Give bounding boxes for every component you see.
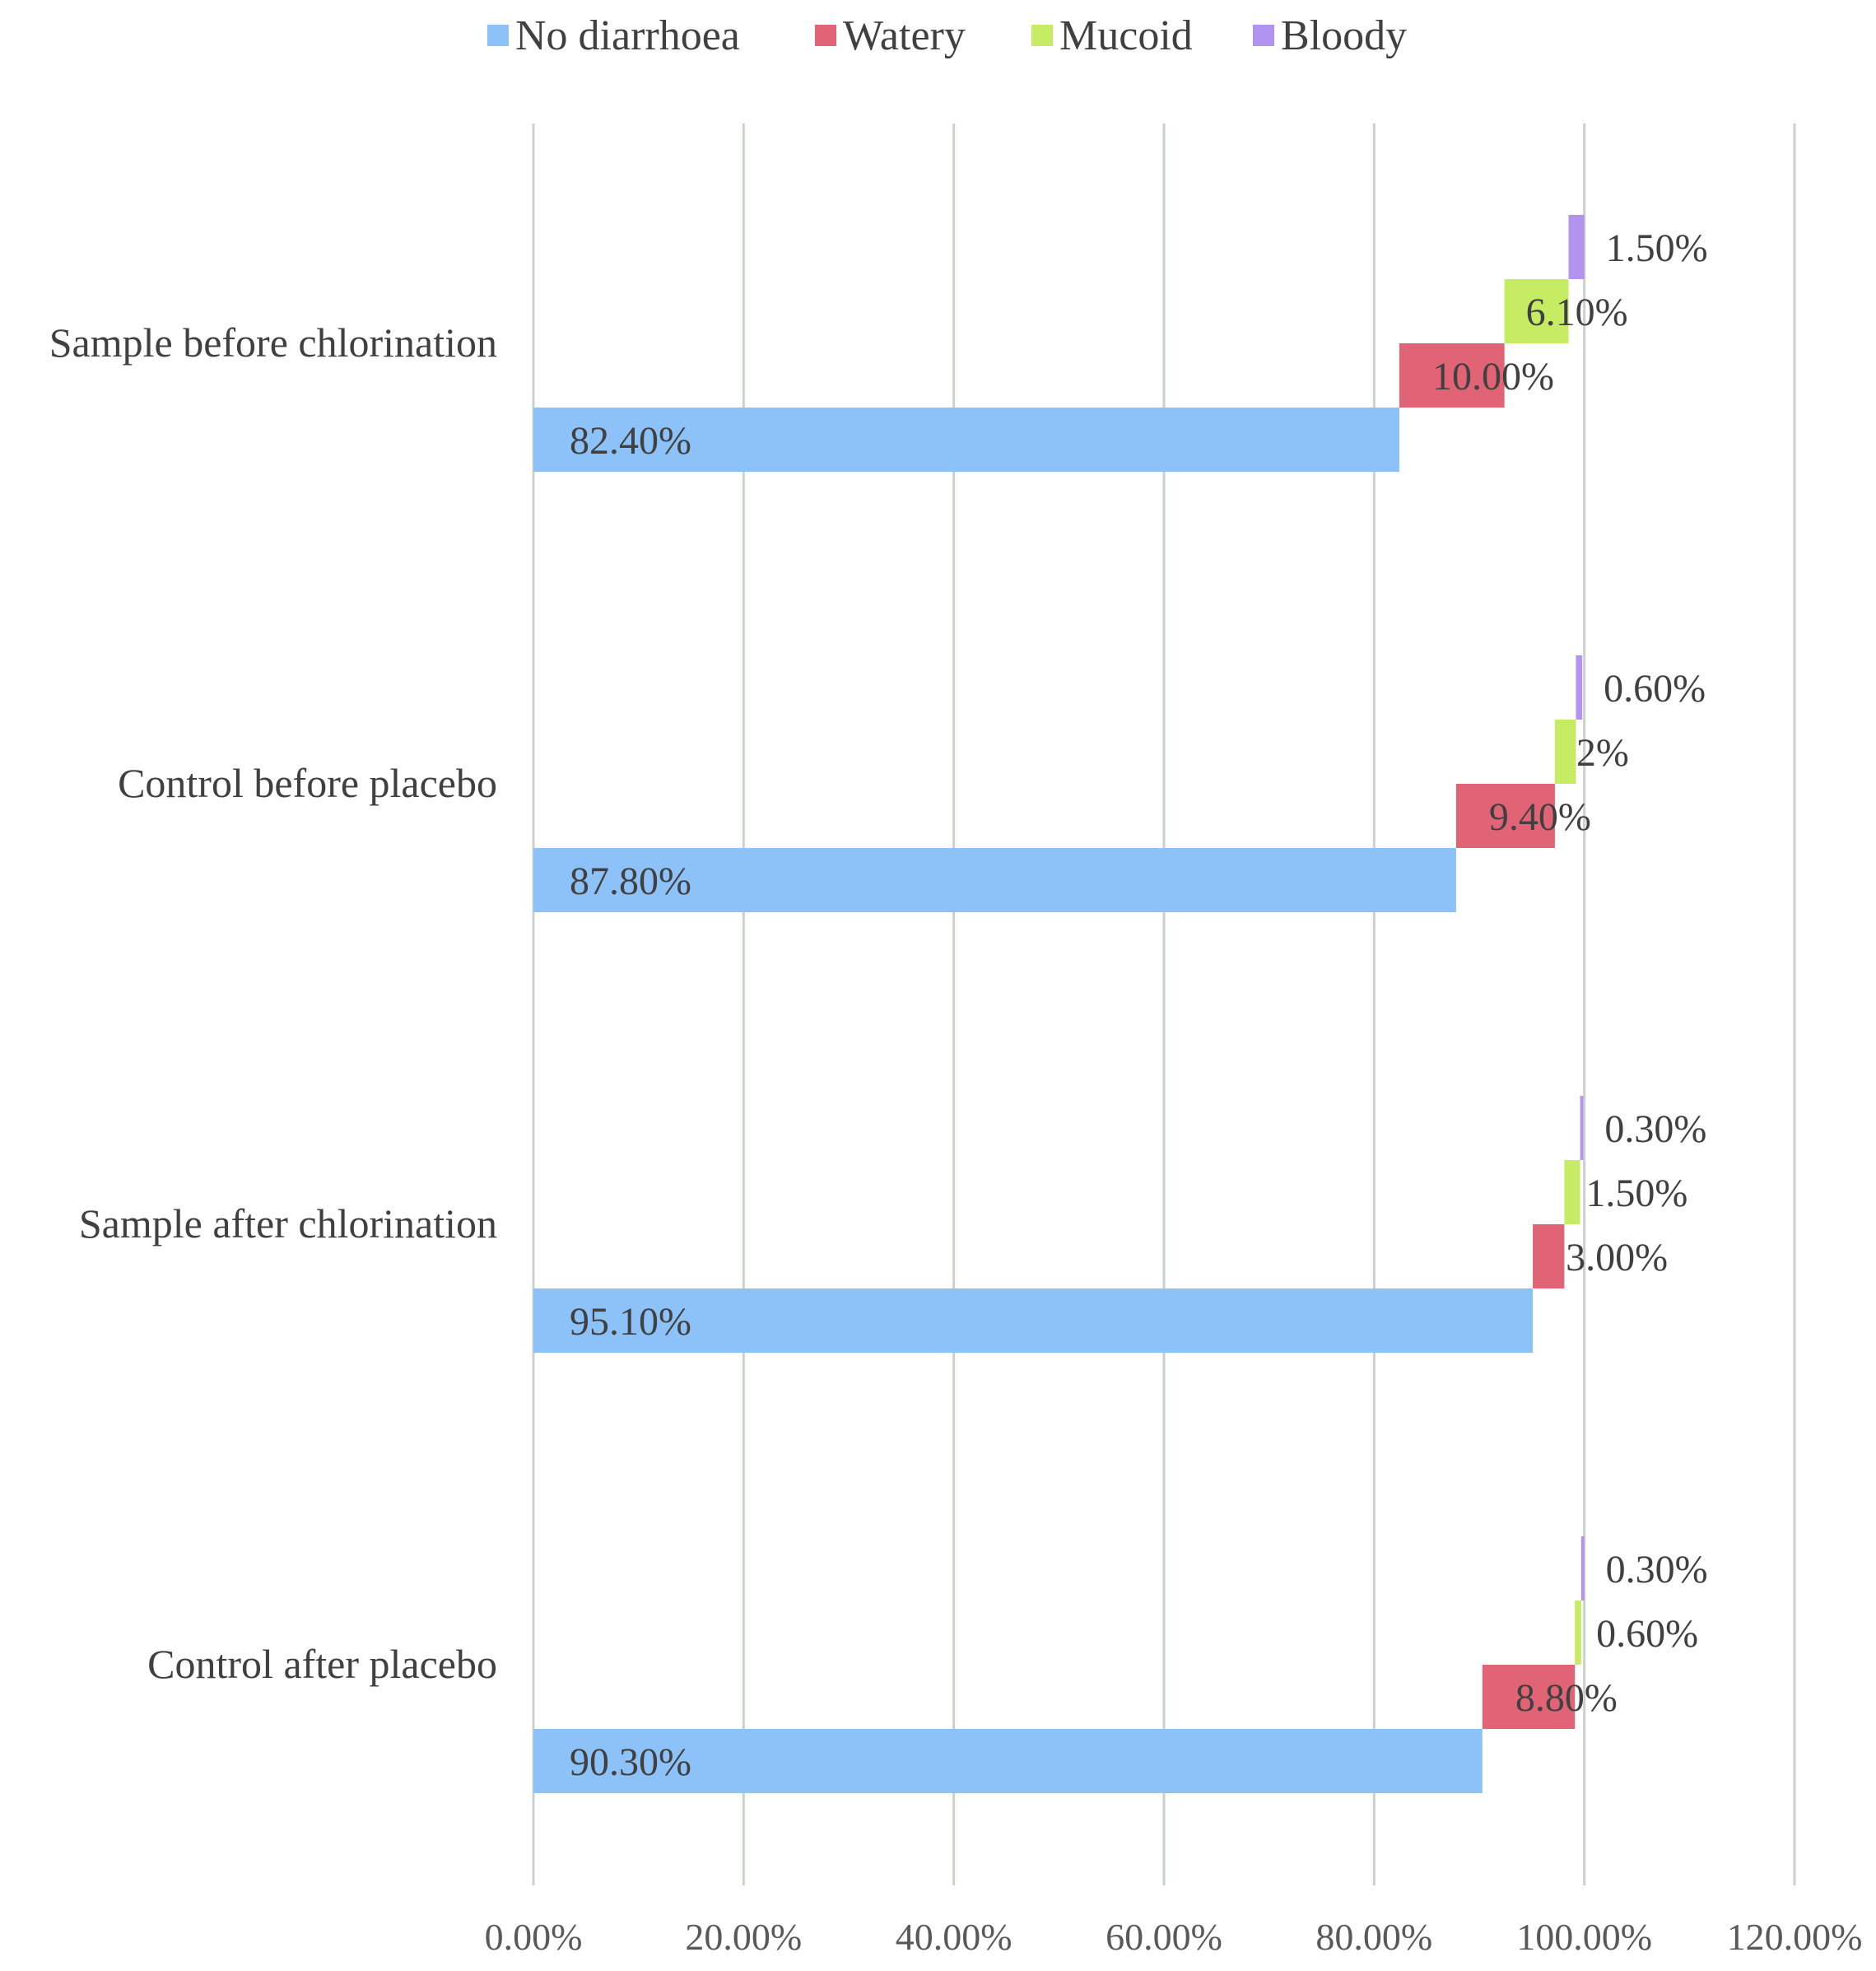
bar-no-diarrhoea-control-after-placebo [533, 1729, 1483, 1793]
category-label-sample-before-chlorination: Sample before chlorination [49, 319, 497, 366]
bar-mucoid-control-after-placebo [1575, 1601, 1581, 1665]
bars [533, 215, 1585, 1793]
data-label-bloody-sample-before-chlorination: 1.50% [1606, 226, 1708, 270]
bar-mucoid-sample-before-chlorination [1504, 279, 1569, 343]
legend-swatch-watery [815, 25, 836, 46]
data-label-bloody-sample-after-chlorination: 0.30% [1604, 1107, 1706, 1151]
legend-swatch-bloody [1253, 25, 1274, 46]
bar-bloody-sample-before-chlorination [1568, 215, 1585, 279]
x-tick-label: 80.00% [1315, 1916, 1432, 1958]
x-tick-label: 20.00% [685, 1916, 802, 1958]
bar-no-diarrhoea-sample-after-chlorination [533, 1288, 1534, 1353]
bar-no-diarrhoea-control-before-placebo [533, 848, 1456, 912]
x-tick-label: 100.00% [1516, 1916, 1652, 1958]
data-label-no-diarrhoea-sample-after-chlorination: 95.10% [570, 1300, 691, 1344]
category-axis: Sample before chlorination Control before… [49, 319, 497, 1687]
data-labels: 82.40% 10.00% 6.10% 1.50% 87.80% 9.40% 2% 0.60%… [570, 226, 1708, 1784]
data-label-watery-sample-after-chlorination: 3.00% [1566, 1236, 1668, 1279]
x-tick-label: 0.00% [485, 1916, 583, 1958]
data-label-mucoid-control-after-placebo: 0.60% [1596, 1612, 1698, 1656]
bar-bloody-sample-after-chlorination [1580, 1096, 1584, 1160]
category-label-sample-after-chlorination: Sample after chlorination [79, 1200, 497, 1246]
data-label-mucoid-control-before-placebo: 2% [1576, 731, 1629, 775]
bar-mucoid-control-before-placebo [1554, 720, 1576, 784]
x-axis: 0.00% 20.00% 40.00% 60.00% 80.00% 100.00% 120.… [485, 1916, 1863, 1958]
x-tick-label: 40.00% [896, 1916, 1012, 1958]
bar-bloody-control-before-placebo [1576, 655, 1583, 720]
legend-swatch-no-diarrhoea [487, 25, 509, 46]
bar-watery-sample-after-chlorination [1533, 1224, 1565, 1288]
data-label-watery-control-after-placebo: 8.80% [1515, 1676, 1618, 1720]
x-tick-label: 60.00% [1106, 1916, 1222, 1958]
data-label-watery-sample-before-chlorination: 10.00% [1432, 355, 1554, 398]
data-label-no-diarrhoea-control-before-placebo: 87.80% [570, 860, 691, 903]
legend-label-bloody: Bloody [1281, 12, 1407, 59]
legend-label-no-diarrhoea: No diarrhoea [515, 12, 740, 59]
data-label-mucoid-sample-after-chlorination: 1.50% [1585, 1172, 1687, 1215]
x-tick-label: 120.00% [1727, 1916, 1863, 1958]
bar-watery-sample-before-chlorination [1399, 343, 1505, 408]
bar-bloody-control-after-placebo [1580, 1536, 1585, 1601]
bar-watery-control-after-placebo [1482, 1665, 1576, 1729]
data-label-watery-control-before-placebo: 9.40% [1489, 795, 1591, 839]
category-label-control-after-placebo: Control after placebo [147, 1641, 497, 1687]
data-label-no-diarrhoea-sample-before-chlorination: 82.40% [570, 419, 691, 463]
legend-swatch-mucoid [1031, 25, 1053, 46]
legend-label-mucoid: Mucoid [1059, 12, 1193, 59]
bar-no-diarrhoea-sample-before-chlorination [533, 408, 1399, 472]
legend: No diarrhoea Watery Mucoid Bloody [487, 12, 1407, 59]
data-label-bloody-control-before-placebo: 0.60% [1604, 667, 1706, 711]
legend-label-watery: Watery [843, 12, 966, 59]
data-label-bloody-control-after-placebo: 0.30% [1606, 1548, 1708, 1591]
bar-watery-control-before-placebo [1455, 784, 1555, 848]
data-label-mucoid-sample-before-chlorination: 6.10% [1526, 291, 1628, 334]
bar-mucoid-sample-after-chlorination [1564, 1160, 1580, 1224]
category-label-control-before-placebo: Control before placebo [118, 760, 497, 806]
data-label-no-diarrhoea-control-after-placebo: 90.30% [570, 1740, 691, 1784]
